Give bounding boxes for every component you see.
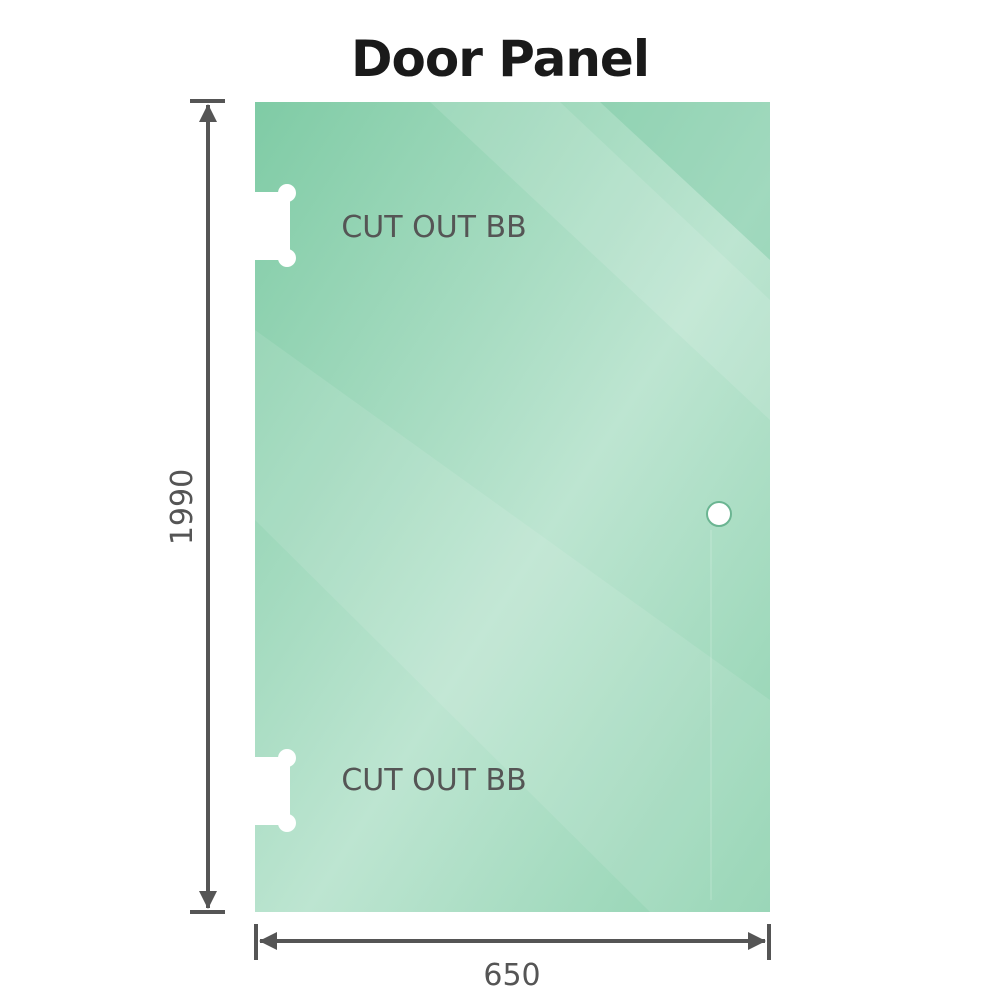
cutout-label-top: CUT OUT BB (341, 210, 526, 245)
width-label: 650 (483, 958, 540, 993)
height-dimension-line (190, 99, 225, 914)
height-label: 1990 (165, 469, 200, 545)
glass-panel (255, 102, 770, 912)
cutout-top (250, 184, 296, 267)
width-dimension-line (254, 924, 771, 960)
handle-hole (706, 501, 732, 527)
cutout-label-bottom: CUT OUT BB (341, 763, 526, 798)
page-title: Door Panel (351, 30, 650, 88)
cutout-bottom (250, 749, 296, 832)
